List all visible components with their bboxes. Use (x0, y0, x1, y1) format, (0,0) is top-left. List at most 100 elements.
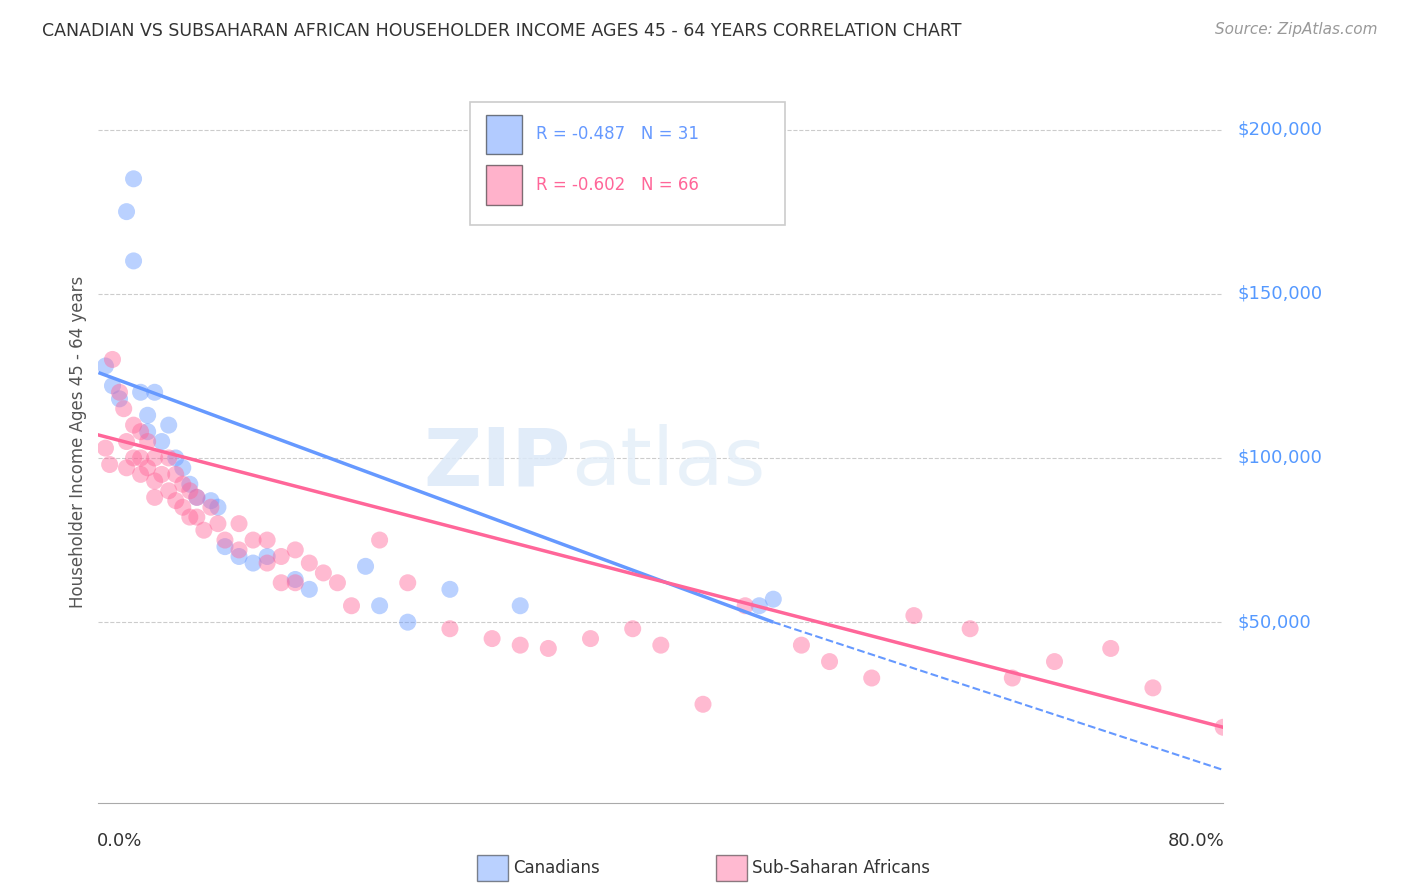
Point (734, 599, 756, 613)
Point (179, 510, 201, 524)
Point (396, 615, 419, 630)
Point (284, 575, 307, 590)
Point (903, 608, 925, 623)
Text: ZIP: ZIP (423, 425, 571, 502)
Text: Sub-Saharan Africans: Sub-Saharan Africans (752, 859, 931, 877)
Point (1001, 671, 1024, 685)
Point (368, 533, 391, 547)
Point (959, 622, 981, 636)
Text: $50,000: $50,000 (1237, 613, 1310, 632)
Point (200, 493, 222, 508)
Point (509, 599, 531, 613)
Point (165, 467, 187, 482)
Point (214, 540, 236, 554)
Text: CANADIAN VS SUBSAHARAN AFRICAN HOUSEHOLDER INCOME AGES 45 - 64 YEARS CORRELATION: CANADIAN VS SUBSAHARAN AFRICAN HOUSEHOLD… (42, 22, 962, 40)
Text: 80.0%: 80.0% (1167, 831, 1225, 850)
Point (122, 253, 145, 268)
Point (115, 204, 138, 219)
Point (537, 641, 560, 656)
Text: Canadians: Canadians (513, 859, 600, 877)
Point (129, 450, 152, 465)
Point (860, 671, 883, 685)
Point (228, 549, 250, 564)
Point (143, 491, 166, 505)
Point (165, 493, 187, 508)
Point (112, 401, 135, 416)
Point (790, 638, 813, 652)
Point (94, 441, 117, 455)
Point (122, 450, 145, 465)
Point (242, 533, 264, 547)
Point (115, 434, 138, 449)
Y-axis label: Householder Income Ages 45 - 64 years: Householder Income Ages 45 - 64 years (69, 276, 87, 607)
Point (193, 523, 215, 537)
Point (150, 434, 173, 449)
Text: $200,000: $200,000 (1237, 120, 1322, 138)
Point (94, 359, 117, 373)
Point (621, 622, 644, 636)
Point (129, 467, 152, 482)
Point (1142, 681, 1164, 695)
Point (481, 632, 503, 646)
Point (1099, 641, 1122, 656)
Point (692, 698, 714, 712)
Point (179, 477, 201, 491)
Point (108, 392, 131, 406)
Point (298, 582, 321, 597)
Point (340, 599, 363, 613)
Point (579, 632, 602, 646)
Text: Source: ZipAtlas.com: Source: ZipAtlas.com (1215, 22, 1378, 37)
Point (143, 450, 166, 465)
Point (312, 566, 335, 580)
Text: $150,000: $150,000 (1237, 285, 1322, 302)
Point (228, 516, 250, 531)
Point (509, 638, 531, 652)
Point (101, 378, 124, 392)
Point (242, 556, 264, 570)
Point (270, 549, 292, 564)
Point (136, 425, 159, 439)
Point (136, 409, 159, 423)
Point (256, 549, 278, 564)
Point (143, 474, 166, 488)
Point (818, 655, 841, 669)
Point (122, 171, 145, 186)
Point (214, 533, 236, 547)
Point (396, 575, 419, 590)
Point (439, 582, 461, 597)
FancyBboxPatch shape (486, 165, 523, 205)
Point (172, 460, 194, 475)
Point (186, 510, 208, 524)
Point (136, 434, 159, 449)
Point (1212, 720, 1234, 734)
Point (228, 542, 250, 557)
Point (101, 352, 124, 367)
Point (256, 556, 278, 570)
FancyBboxPatch shape (470, 102, 785, 225)
Text: $100,000: $100,000 (1237, 449, 1322, 467)
Point (157, 418, 180, 433)
Point (172, 500, 194, 515)
Point (157, 450, 180, 465)
Point (354, 559, 377, 574)
Point (256, 533, 278, 547)
Point (129, 425, 152, 439)
Point (298, 556, 321, 570)
Point (129, 385, 152, 400)
Point (136, 460, 159, 475)
Point (748, 599, 770, 613)
Text: R = -0.602   N = 66: R = -0.602 N = 66 (536, 176, 699, 194)
Text: 0.0%: 0.0% (97, 831, 142, 850)
Point (150, 467, 173, 482)
Point (122, 418, 145, 433)
Point (326, 575, 349, 590)
Point (98, 458, 121, 472)
Point (439, 622, 461, 636)
Point (650, 638, 672, 652)
Point (207, 500, 229, 515)
Point (270, 575, 292, 590)
Point (1043, 655, 1066, 669)
Point (179, 483, 201, 498)
Text: atlas: atlas (571, 425, 765, 502)
Point (157, 483, 180, 498)
